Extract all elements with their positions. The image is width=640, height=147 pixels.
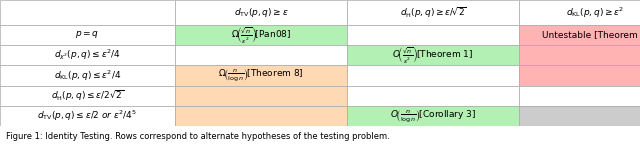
- Text: Figure 1: Identity Testing. Rows correspond to alternate hypotheses of the testi: Figure 1: Identity Testing. Rows corresp…: [6, 132, 390, 141]
- Text: $d_{\mathrm{KL}}(p,q) \leq \varepsilon^2/4$: $d_{\mathrm{KL}}(p,q) \leq \varepsilon^2…: [54, 68, 121, 83]
- Bar: [175, 45, 347, 65]
- Text: $d_{\mathrm{TV}}(p,q) \geq \varepsilon$: $d_{\mathrm{TV}}(p,q) \geq \varepsilon$: [234, 6, 289, 19]
- Text: $d_{\mathrm{H}}(p,q) \leq \varepsilon/2\sqrt{2}$: $d_{\mathrm{H}}(p,q) \leq \varepsilon/2\…: [51, 88, 124, 103]
- Text: $O\!\left(\frac{\sqrt{n}}{\varepsilon^2}\right)\!$[Theorem 1]: $O\!\left(\frac{\sqrt{n}}{\varepsilon^2}…: [392, 45, 474, 65]
- Bar: [175, 106, 347, 126]
- Text: $p = q$: $p = q$: [76, 29, 100, 40]
- Bar: [347, 86, 519, 106]
- Bar: [519, 65, 640, 86]
- Bar: [175, 86, 347, 106]
- Text: $d_{\chi^2}(p,q) \leq \varepsilon^2/4$: $d_{\chi^2}(p,q) \leq \varepsilon^2/4$: [54, 48, 121, 62]
- Bar: [519, 45, 640, 65]
- Bar: [347, 106, 519, 126]
- Bar: [519, 106, 640, 126]
- Bar: [519, 0, 640, 25]
- Bar: [175, 65, 347, 86]
- Bar: [0, 25, 175, 45]
- Bar: [347, 65, 519, 86]
- Text: Untestable [Theorem 7]: Untestable [Theorem 7]: [541, 30, 640, 39]
- Text: $\Omega\!\left(\frac{n}{\log n}\right)\!$[Theorem 8]: $\Omega\!\left(\frac{n}{\log n}\right)\!…: [218, 67, 304, 83]
- Text: $\Omega\!\left(\frac{\sqrt{n}}{\varepsilon^2}\right)\!$[Pan08]: $\Omega\!\left(\frac{\sqrt{n}}{\varepsil…: [231, 25, 291, 45]
- Bar: [175, 25, 347, 45]
- Bar: [0, 106, 175, 126]
- Bar: [175, 0, 347, 25]
- Bar: [0, 0, 175, 25]
- Bar: [347, 25, 519, 45]
- Text: $d_{\mathrm{H}}(p,q) \geq \varepsilon/\!\sqrt{2}$: $d_{\mathrm{H}}(p,q) \geq \varepsilon/\!…: [399, 5, 467, 20]
- Bar: [0, 86, 175, 106]
- Bar: [347, 0, 519, 25]
- Bar: [0, 65, 175, 86]
- Bar: [0, 45, 175, 65]
- Bar: [519, 25, 640, 45]
- Text: $d_{\mathrm{TV}}(p,q) \leq \varepsilon/2$ or $\varepsilon^2/4^5$: $d_{\mathrm{TV}}(p,q) \leq \varepsilon/2…: [37, 109, 138, 123]
- Bar: [519, 86, 640, 106]
- Bar: [347, 45, 519, 65]
- Text: $O\!\left(\frac{n}{\log n}\right)\!$[Corollary 3]: $O\!\left(\frac{n}{\log n}\right)\!$[Cor…: [390, 108, 476, 124]
- Text: $d_{\mathrm{KL}}(p,q) \geq \varepsilon^2$: $d_{\mathrm{KL}}(p,q) \geq \varepsilon^2…: [566, 5, 625, 20]
